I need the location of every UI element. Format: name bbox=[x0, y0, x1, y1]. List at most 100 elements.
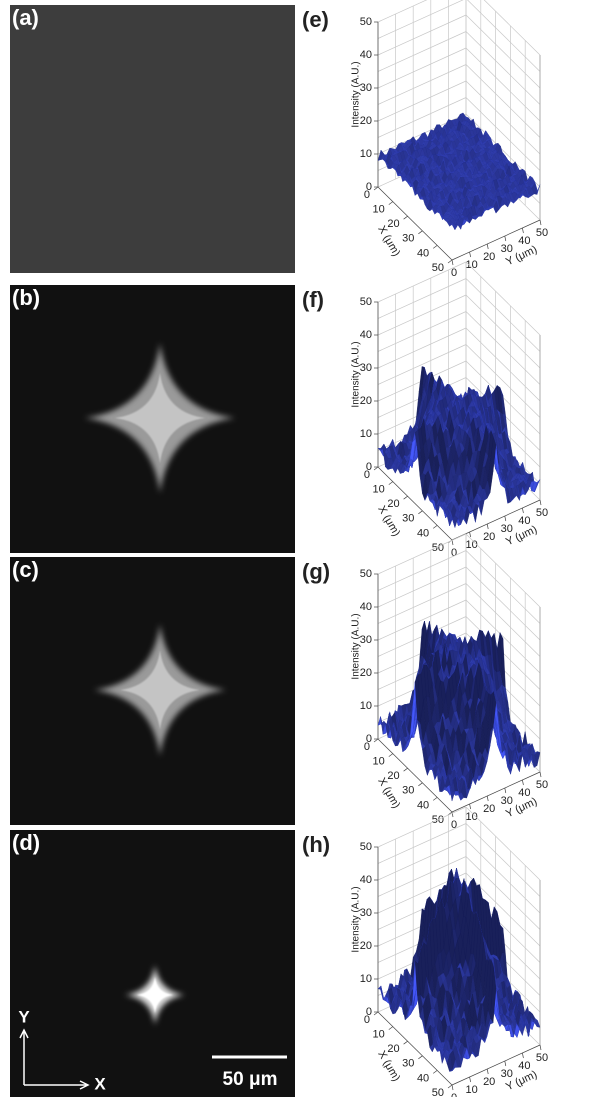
tick bbox=[505, 236, 506, 241]
wall-grid bbox=[466, 567, 540, 640]
surface bbox=[378, 868, 540, 1071]
z-tick-label: 50 bbox=[360, 16, 372, 28]
y-tick-label: 50 bbox=[536, 227, 548, 239]
x-tick-label: 40 bbox=[417, 527, 429, 539]
wall-grid bbox=[466, 32, 540, 105]
tick bbox=[470, 532, 471, 537]
wall-grid bbox=[378, 0, 466, 39]
tick bbox=[505, 516, 506, 521]
tick bbox=[452, 1085, 453, 1090]
tick bbox=[433, 525, 437, 528]
y-tick-label: 10 bbox=[465, 539, 477, 551]
surface-plot: 010203040500102030405001020304050Intensi… bbox=[302, 534, 548, 831]
tick bbox=[522, 228, 523, 233]
x-tick-label: 0 bbox=[364, 189, 370, 201]
y-tick-label: 10 bbox=[465, 1084, 477, 1096]
y-tick-label: 50 bbox=[536, 1052, 548, 1064]
surface-plot: 010203040500102030405001020304050Intensi… bbox=[302, 262, 548, 559]
wall-grid bbox=[378, 48, 466, 88]
tick bbox=[389, 1027, 393, 1030]
panel-label: (b) bbox=[12, 285, 40, 310]
tick bbox=[505, 788, 506, 793]
surface-plot: 010203040500102030405001020304050Intensi… bbox=[302, 0, 548, 279]
tick bbox=[487, 244, 488, 249]
tick bbox=[404, 768, 408, 771]
z-axis-title: Intensity (A.U.) bbox=[351, 61, 362, 127]
tick bbox=[374, 739, 378, 742]
x-tick-label: 30 bbox=[402, 513, 414, 525]
x-tick-label: 30 bbox=[402, 233, 414, 245]
tick bbox=[522, 508, 523, 513]
x-tick-label: 30 bbox=[402, 1058, 414, 1070]
panel-label: (g) bbox=[302, 559, 330, 584]
tick bbox=[389, 754, 393, 757]
x-tick-label: 10 bbox=[373, 1029, 385, 1041]
z-tick-label: 40 bbox=[360, 49, 372, 61]
axis-arrow-x: X bbox=[94, 1074, 106, 1093]
wall-grid bbox=[466, 312, 540, 385]
z-axis-title: Intensity (A.U.) bbox=[351, 341, 362, 407]
x-tick-label: 50 bbox=[432, 1087, 444, 1097]
tick bbox=[404, 1041, 408, 1044]
z-tick-label: 50 bbox=[360, 568, 372, 580]
y-tick-label: 10 bbox=[465, 259, 477, 271]
tick bbox=[505, 1061, 506, 1066]
tick bbox=[389, 482, 393, 485]
wall-grid bbox=[378, 65, 466, 105]
x-tick-label: 50 bbox=[432, 542, 444, 554]
tick bbox=[487, 796, 488, 801]
panel-label: (a) bbox=[12, 5, 39, 30]
wall-grid bbox=[378, 32, 466, 72]
wall-grid bbox=[378, 312, 466, 352]
wall-grid bbox=[378, 551, 466, 591]
tick bbox=[418, 511, 422, 514]
tick bbox=[404, 216, 408, 219]
tick bbox=[418, 231, 422, 234]
y-tick-label: 50 bbox=[536, 779, 548, 791]
y-tick-label: 20 bbox=[483, 531, 495, 543]
y-tick-label: 50 bbox=[536, 507, 548, 519]
tick bbox=[433, 797, 437, 800]
y-tick-label: 20 bbox=[483, 251, 495, 263]
wall-grid bbox=[466, 807, 540, 880]
z-tick-label: 10 bbox=[360, 700, 372, 712]
z-tick-label: 40 bbox=[360, 329, 372, 341]
tick bbox=[452, 540, 453, 545]
tick bbox=[418, 1056, 422, 1059]
z-axis-title: Intensity (A.U.) bbox=[351, 886, 362, 952]
tick bbox=[433, 1070, 437, 1073]
x-tick-label: 40 bbox=[417, 1072, 429, 1084]
y-tick-label: 0 bbox=[451, 1092, 457, 1097]
tick bbox=[448, 1085, 452, 1088]
x-tick-label: 10 bbox=[373, 756, 385, 768]
surface-plot: 010203040500102030405001020304050Intensi… bbox=[302, 807, 548, 1097]
surface bbox=[378, 366, 540, 527]
scale-bar-label: 50 μm bbox=[223, 1069, 278, 1090]
tick bbox=[487, 1069, 488, 1074]
axis-arrow-y: Y bbox=[18, 1007, 30, 1026]
x-tick-label: 0 bbox=[364, 1014, 370, 1026]
tick bbox=[374, 467, 378, 470]
x-tick-label: 50 bbox=[432, 262, 444, 274]
x-tick-label: 40 bbox=[417, 799, 429, 811]
x-tick-label: 0 bbox=[364, 741, 370, 753]
tick bbox=[452, 260, 453, 265]
tick bbox=[487, 524, 488, 529]
y-tick-label: 20 bbox=[483, 803, 495, 815]
x-tick-label: 0 bbox=[364, 469, 370, 481]
z-axis-title: Intensity (A.U.) bbox=[351, 613, 362, 679]
tick bbox=[540, 220, 541, 225]
z-tick-label: 40 bbox=[360, 874, 372, 886]
z-tick-label: 10 bbox=[360, 973, 372, 985]
tick bbox=[470, 804, 471, 809]
tick bbox=[404, 496, 408, 499]
tick bbox=[374, 1012, 378, 1015]
z-tick-label: 10 bbox=[360, 148, 372, 160]
y-tick-label: 20 bbox=[483, 1076, 495, 1088]
wall-grid bbox=[466, 328, 540, 401]
wall-grid bbox=[466, 534, 540, 607]
tick bbox=[522, 1053, 523, 1058]
z-tick-label: 50 bbox=[360, 296, 372, 308]
panel-label: (h) bbox=[302, 832, 330, 857]
wall-grid bbox=[378, 262, 466, 302]
